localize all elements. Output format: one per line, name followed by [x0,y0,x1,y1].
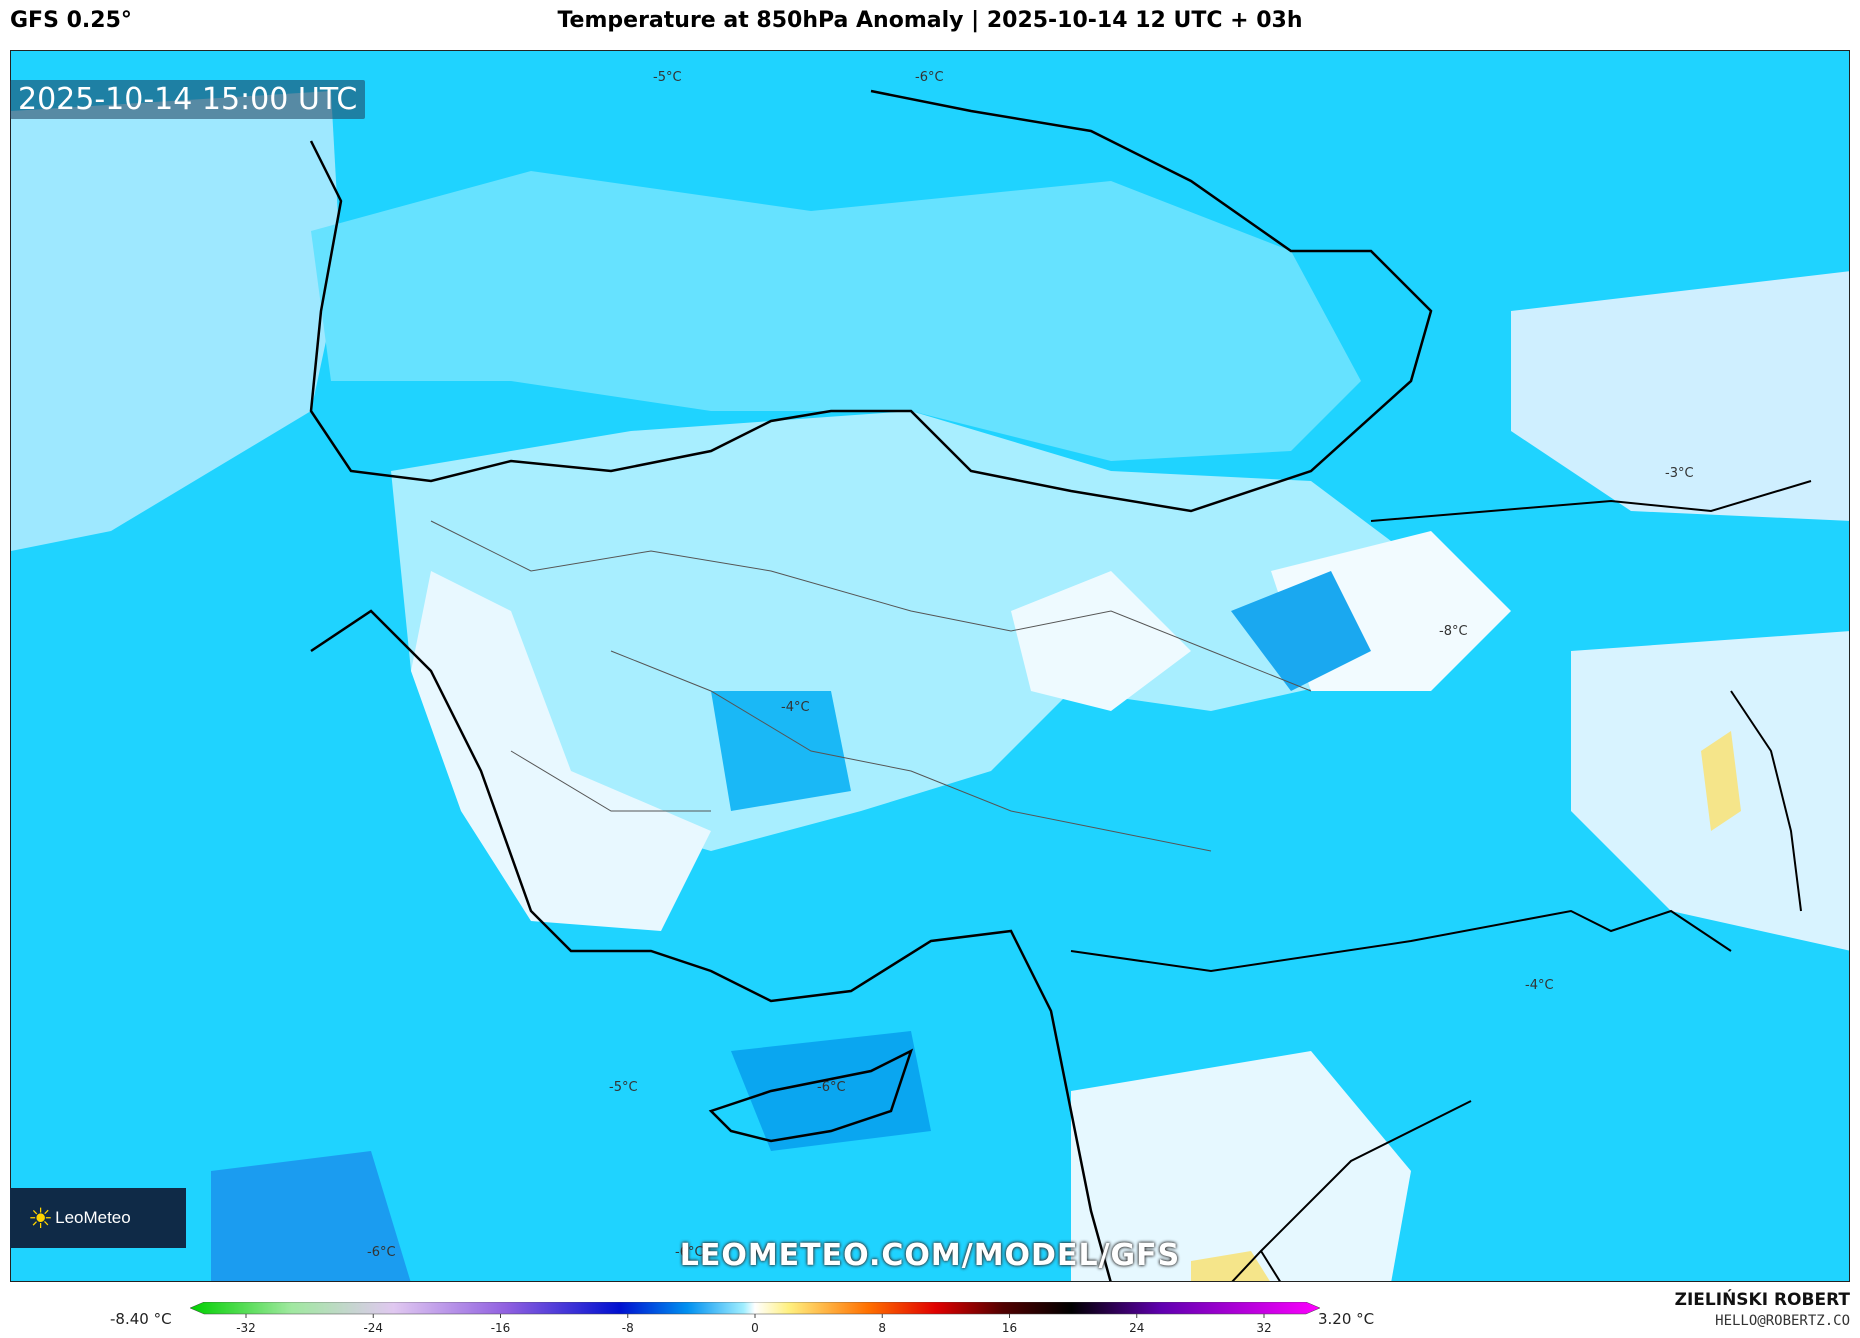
colorbar-tick-label: -32 [236,1321,256,1335]
colorbar-tick-label: 32 [1256,1321,1271,1335]
iran-border [1730,690,1802,912]
colorbar-gradient [190,1302,1320,1315]
central-east-warm [1011,571,1191,711]
map-canvas: -5°C -6°C -3°C -8°C -4°C -4°C -5°C -6°C … [11,51,1849,1281]
temp-label: -3°C [1665,466,1694,481]
author-email[interactable]: HELLO@ROBERTZ.CO [1715,1313,1850,1329]
black-sea-coast [309,89,1433,513]
colorbar-tick-label: -8 [622,1321,634,1335]
yellow-anomaly [1701,731,1741,831]
colorbar-max: 3.20 °C [1318,1310,1375,1328]
sun-icon: ☀ [28,1202,54,1234]
southern-border [1070,909,1732,973]
black-sea-region [311,171,1361,461]
temp-label: -5°C [653,70,682,85]
colorbar-tick-label: -16 [491,1321,511,1335]
colorbar-tick-label: 0 [751,1321,759,1335]
temp-label: -6°C [367,1245,396,1260]
cold-core-east [1231,571,1371,691]
colorbar-min: -8.40 °C [110,1310,172,1328]
valid-time-badge: 2025-10-14 15:00 UTC [10,80,366,119]
cyprus-cold [731,1031,931,1151]
temp-label: -4°C [1525,978,1554,993]
west-anatolia-warm [411,571,711,931]
colorbar-tick-label: 8 [878,1321,886,1335]
colorbar-tick-label: 16 [1002,1321,1017,1335]
temp-label: -6°C [675,1245,704,1260]
caucasus-region [1511,271,1849,521]
watermark-url: LEOMETEO.COM/MODEL/GFS [679,1238,1181,1273]
yellow-anomaly-south [1191,1251,1270,1281]
temp-label: -6°C [915,70,944,85]
mediterranean-coast [310,609,1112,1281]
cyprus-outline [708,1048,914,1143]
colorbar-tick-label: 24 [1129,1321,1144,1335]
colorbar-tick-label: -24 [363,1321,383,1335]
map-title: Temperature at 850hPa Anomaly | 2025-10-… [557,8,1303,33]
author-name: ZIELIŃSKI ROBERT [1674,1290,1850,1310]
colorbar: -32 -24 -16 -8 0 8 16 24 32 [190,1302,1320,1335]
logo-text: LeoMeteo [55,1208,131,1227]
cold-core-central [711,691,851,811]
temp-label: -4°C [781,700,810,715]
balkans-region [11,91,341,551]
anatolia-region [391,411,1431,851]
syria-iraq-border [1231,1100,1472,1281]
anomaly-map[interactable]: -5°C -6°C -3°C -8°C -4°C -4°C -5°C -6°C … [10,50,1850,1282]
leometeo-logo[interactable]: ☀ LeoMeteo [10,1188,186,1248]
south-cold [211,1151,411,1281]
syria-warm [1071,1051,1411,1281]
temp-label: -8°C [1439,624,1468,639]
temp-label: -5°C [609,1080,638,1095]
temp-label: -6°C [817,1080,846,1095]
province-borders [430,520,1312,852]
caucasus-border [1370,480,1812,522]
colorbar-ticks: -32 -24 -16 -8 0 8 16 24 32 [236,1314,1272,1335]
model-name: GFS 0.25° [10,8,132,33]
